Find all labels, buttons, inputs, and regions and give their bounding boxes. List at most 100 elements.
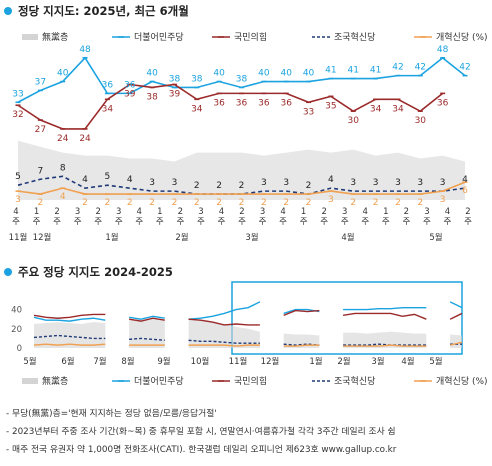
line-ppp (128, 317, 165, 322)
line-ppp (283, 309, 320, 317)
x-tick-label: 주 (279, 217, 287, 227)
data-label-rebuilding-korea: 4 (82, 175, 88, 185)
data-label-ppp: 34 (102, 104, 114, 114)
x-month-label: 5월 (23, 356, 36, 367)
area-independents (450, 334, 462, 348)
line-dpk (449, 301, 463, 309)
x-tick-label: 주 (218, 217, 226, 227)
data-label-dpk: 37 (35, 77, 46, 87)
legend-swatch-independents (22, 378, 38, 384)
x-month-label: 1월 (105, 232, 118, 243)
x-month-label: 4월 (401, 356, 414, 367)
data-label-reform: 2 (149, 198, 155, 208)
legend-label-ppp: 국민의힘 (234, 32, 267, 43)
legend-item-rebuilding-korea: 조국혁신당 (312, 376, 375, 387)
x-tick-label: 1 (383, 207, 388, 217)
line-ppp (33, 313, 106, 319)
data-label-rebuilding-korea: 3 (283, 178, 289, 188)
data-label-rebuilding-korea: 3 (149, 178, 155, 188)
x-tick-label: 주 (115, 217, 123, 227)
y-tick-label: 40 (11, 306, 22, 316)
data-label-ppp: 27 (35, 125, 46, 135)
x-tick-label: 주 (300, 217, 308, 227)
x-tick-label: 1 (34, 207, 39, 217)
data-label-reform: 2 (216, 198, 222, 208)
data-label-dpk: 36 (124, 80, 136, 90)
data-label-reform: 3 (15, 195, 21, 205)
data-label-dpk: 40 (213, 69, 225, 79)
chart1-title: 정당 지지도: 2025년, 최근 6개월 (18, 4, 189, 18)
data-label-rebuilding-korea: 2 (306, 181, 312, 191)
data-label-rebuilding-korea: 5 (105, 172, 111, 182)
data-label-ppp: 24 (79, 134, 91, 144)
bullet-dot-icon (4, 268, 12, 276)
legend-item-reform: 개혁신당 (%) (414, 376, 488, 387)
x-tick-label: 2 (321, 207, 326, 217)
x-tick-label: 주 (238, 217, 246, 227)
data-label-dpk: 33 (12, 89, 23, 99)
data-label-reform: 2 (127, 198, 133, 208)
data-label-reform: 2 (37, 198, 43, 208)
data-label-ppp: 36 (437, 98, 449, 108)
line-rebuilding-korea (188, 339, 260, 344)
x-tick-label: 주 (156, 217, 164, 227)
x-month-label: 1월 (309, 356, 322, 367)
line-reform (33, 343, 106, 346)
data-label-ppp: 32 (12, 110, 23, 120)
x-tick-label: 1 (301, 207, 306, 217)
x-tick-label: 주 (320, 217, 328, 227)
data-label-rebuilding-korea: 3 (172, 178, 178, 188)
data-label-dpk: 40 (258, 69, 270, 79)
data-label-rebuilding-korea: 5 (15, 172, 21, 182)
legend-item-rebuilding-korea: 조국혁신당 (312, 32, 375, 43)
data-label-rebuilding-korea: 4 (328, 175, 334, 185)
data-label-ppp: 39 (124, 90, 136, 100)
x-tick-label: 2 (178, 207, 183, 217)
x-month-label: 3월 (245, 232, 258, 243)
data-label-reform: 2 (105, 198, 111, 208)
x-tick-label: 주 (361, 217, 369, 227)
data-label-rebuilding-korea: 2 (216, 181, 222, 191)
x-tick-label: 주 (197, 217, 205, 227)
x-tick-label: 2 (54, 207, 59, 217)
data-label-ppp: 24 (57, 134, 69, 144)
x-month-label: 12월 (33, 232, 52, 243)
data-label-dpk: 40 (303, 69, 315, 79)
data-label-reform: 2 (239, 198, 245, 208)
line-rebuilding-korea (283, 343, 320, 346)
x-tick-label: 주 (74, 217, 82, 227)
x-tick-label: 2 (239, 207, 244, 217)
area-independents (188, 318, 260, 348)
x-tick-label: 3 (75, 207, 80, 217)
chart1-legend: 無黨층 더불어민주당 국민의힘 조국혁신당 개혁신당 (%) (22, 31, 488, 43)
legend-label-dpk: 더불어민주당 (134, 376, 184, 387)
data-label-rebuilding-korea: 3 (373, 178, 379, 188)
data-label-dpk: 40 (280, 69, 292, 79)
x-tick-label: 주 (382, 217, 390, 227)
data-label-reform: 2 (82, 198, 88, 208)
x-month-label: 5월 (429, 356, 442, 367)
data-label-reform: 2 (306, 198, 312, 208)
data-label-rebuilding-korea: 4 (462, 175, 468, 185)
data-label-ppp: 34 (370, 104, 382, 114)
legend-label-ppp: 국민의힘 (234, 376, 267, 387)
x-tick-label: 주 (12, 217, 20, 227)
data-label-dpk: 38 (191, 74, 203, 84)
x-month-label: 3월 (371, 356, 384, 367)
x-month-label: 10월 (191, 356, 210, 367)
data-label-ppp: 38 (146, 92, 158, 102)
x-month-label: 6월 (61, 356, 74, 367)
data-label-reform: 2 (395, 198, 401, 208)
line-reform (449, 341, 463, 346)
line-ppp (449, 312, 463, 320)
data-label-rebuilding-korea: 2 (194, 181, 200, 191)
legend-item-independents: 無黨층 (22, 375, 68, 387)
x-tick-label: 4 (445, 207, 450, 217)
x-tick-label: 주 (402, 217, 410, 227)
legend-label-dpk: 더불어민주당 (134, 32, 184, 43)
data-label-reform: 4 (60, 192, 66, 202)
data-label-ppp: 34 (191, 104, 203, 114)
data-label-ppp: 39 (169, 90, 181, 100)
